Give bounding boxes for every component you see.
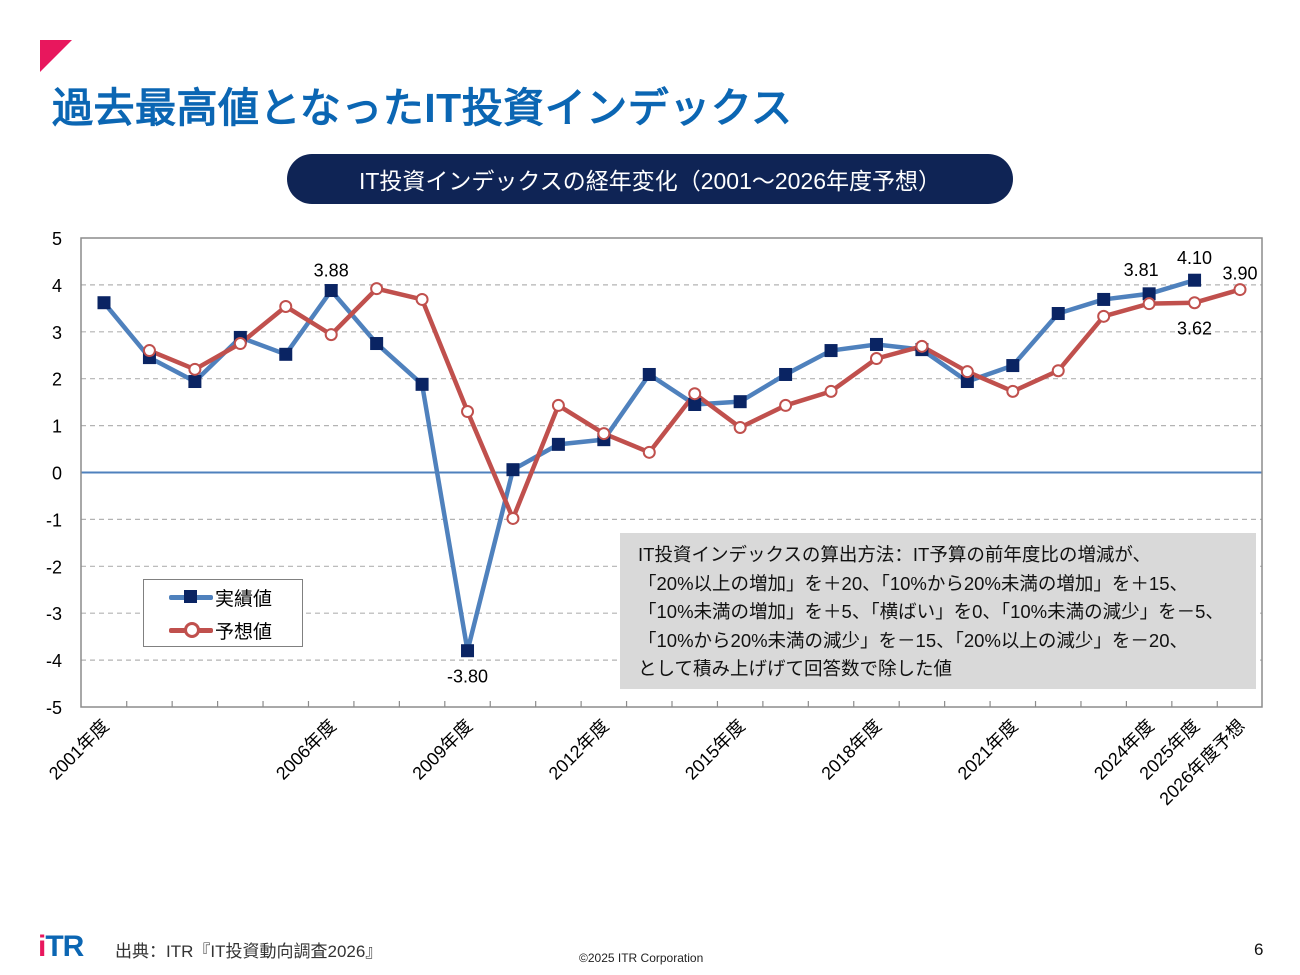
actual-point <box>779 367 793 381</box>
forecast-point <box>279 299 293 313</box>
forecast-point <box>1188 296 1202 310</box>
actual-point <box>960 375 974 389</box>
actual-point <box>1188 273 1202 287</box>
itr-logo: iTR <box>38 930 84 963</box>
forecast-point <box>869 352 883 366</box>
series-markers <box>97 273 1247 658</box>
forecast-point <box>642 445 656 459</box>
actual-point <box>370 337 384 351</box>
actual-point <box>869 337 883 351</box>
forecast-point <box>142 344 156 358</box>
forecast-point <box>1233 283 1247 297</box>
y-tick-label: 4 <box>52 276 62 296</box>
actual-point <box>733 395 747 409</box>
forecast-point <box>960 365 974 379</box>
calculation-note: IT投資インデックスの算出方法：IT予算の前年度比の増減が、 「20%以上の増加… <box>620 533 1256 689</box>
x-tick-label: 2021年度 <box>954 716 1022 784</box>
data-labels: 3.88 -3.80 3.81 4.10 3.62 3.90 <box>314 248 1258 687</box>
actual-point <box>1097 292 1111 306</box>
forecast-point <box>233 337 247 351</box>
legend-item-forecast: 予想値 <box>144 615 272 645</box>
actual-point <box>688 397 702 411</box>
forecast-point <box>597 427 611 441</box>
forecast-point <box>324 328 338 342</box>
x-tick-label: 2006年度 <box>272 716 340 784</box>
y-tick-label: 3 <box>52 323 62 343</box>
note-line: 「10%から20%未満の減少」を－15、「20%以上の減少」を－20、 <box>638 629 1188 651</box>
actual-point <box>324 284 338 298</box>
forecast-point <box>461 405 475 419</box>
x-tick-label: 2012年度 <box>545 716 613 784</box>
forecast-point <box>1097 309 1111 323</box>
copyright: ©2025 ITR Corporation <box>579 951 704 965</box>
legend-label: 実績値 <box>215 588 273 610</box>
page-number: 6 <box>1254 940 1264 959</box>
chart-heading: IT投資インデックスの経年変化（2001～2026年度予想） <box>287 154 1013 204</box>
actual-point <box>1142 287 1156 301</box>
y-tick-label: -4 <box>46 651 62 671</box>
data-label: 4.10 <box>1177 248 1212 268</box>
y-tick-label: 1 <box>52 417 62 437</box>
forecast-point <box>1142 297 1156 311</box>
x-tick-label: 2001年度 <box>45 716 113 784</box>
chart-legend: 実績値 予想値 <box>143 579 303 647</box>
square-marker-icon <box>169 587 219 607</box>
forecast-point <box>915 339 929 353</box>
forecast-point <box>551 398 565 412</box>
forecast-point <box>824 384 838 398</box>
legend-item-actual: 実績値 <box>144 582 272 612</box>
actual-point <box>824 344 838 358</box>
y-tick-label: 5 <box>52 229 62 249</box>
actual-point <box>97 296 111 310</box>
source-citation: 出典：ITR『IT投資動向調査2026』 <box>115 942 383 961</box>
actual-point <box>1051 307 1065 321</box>
y-tick-label: 0 <box>52 464 62 484</box>
x-tick-label: 2018年度 <box>817 716 885 784</box>
page-title: 過去最高値となったIT投資インデックス <box>52 85 793 131</box>
x-tick-label: 2009年度 <box>408 716 476 784</box>
data-label: -3.80 <box>447 667 488 687</box>
forecast-point <box>779 398 793 412</box>
actual-point <box>1006 359 1020 373</box>
actual-point <box>461 644 475 658</box>
y-tick-label: 2 <box>52 370 62 390</box>
actual-point <box>188 375 202 389</box>
y-tick-label: -2 <box>46 557 62 577</box>
actual-point <box>415 377 429 391</box>
data-label: 3.88 <box>314 261 349 281</box>
actual-point <box>642 367 656 381</box>
forecast-point <box>188 362 202 376</box>
forecast-point <box>415 292 429 306</box>
y-tick-label: -1 <box>46 510 62 530</box>
forecast-point <box>370 282 384 296</box>
data-label: 3.81 <box>1124 260 1159 280</box>
accent-corner-mark <box>40 40 72 72</box>
actual-point <box>551 437 565 451</box>
forecast-point <box>506 511 520 525</box>
note-line: IT投資インデックスの算出方法：IT予算の前年度比の増減が、 <box>638 544 1151 565</box>
y-tick-label: -5 <box>46 698 62 718</box>
data-label: 3.62 <box>1177 319 1212 339</box>
data-label: 3.90 <box>1222 264 1257 284</box>
actual-point <box>506 463 520 477</box>
x-tick-label: 2015年度 <box>681 716 749 784</box>
forecast-point <box>1006 384 1020 398</box>
forecast-point <box>1051 364 1065 378</box>
y-tick-label: -3 <box>46 604 62 624</box>
forecast-point <box>733 420 747 434</box>
actual-point <box>279 347 293 361</box>
legend-label: 予想値 <box>215 621 273 643</box>
note-line: 「10%未満の増加」を＋5、「横ばい」を0、「10%未満の減少」を－5、 <box>638 601 1224 622</box>
note-line: 「20%以上の増加」を＋20、「10%から20%未満の増加」を＋15、 <box>638 572 1188 594</box>
note-line: として積み上げげて回答数で除した値 <box>638 658 952 679</box>
circle-marker-icon <box>169 620 219 640</box>
forecast-point <box>688 387 702 401</box>
